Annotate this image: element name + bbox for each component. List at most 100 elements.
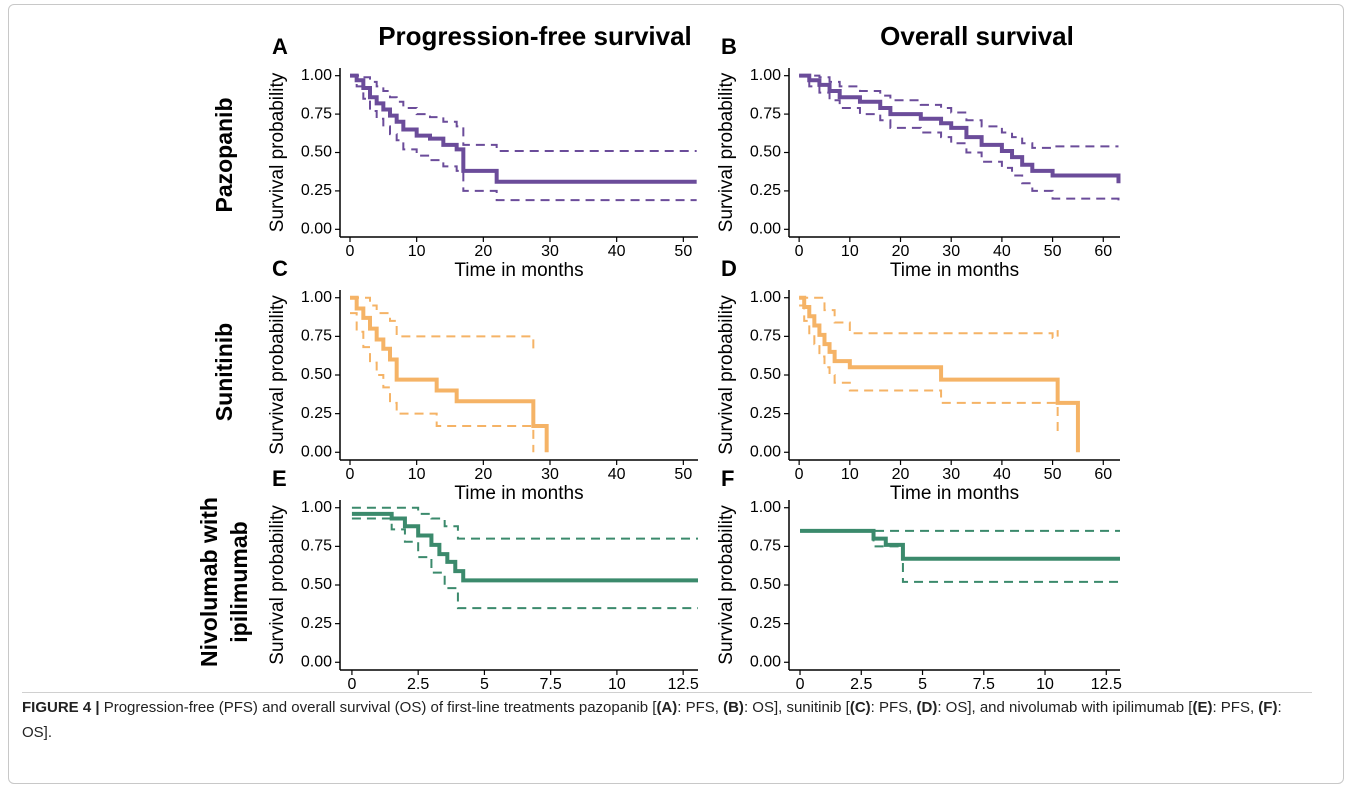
y-tick-label: 0.25 xyxy=(301,405,332,422)
survival-curve xyxy=(350,73,697,184)
confidence-band xyxy=(799,304,1059,434)
survival-curve xyxy=(799,295,1080,453)
y-tick-label: 0.25 xyxy=(750,182,781,199)
survival-curve xyxy=(799,73,1121,184)
x-tick-label: 40 xyxy=(608,243,626,260)
x-tick-label: 10 xyxy=(841,466,859,483)
y-tick-label: 1.00 xyxy=(750,289,781,306)
panel-label: C xyxy=(272,256,288,281)
x-tick-label: 7.5 xyxy=(973,676,995,690)
x-tick-label: 60 xyxy=(1094,466,1112,483)
x-tick-label: 10 xyxy=(408,466,426,483)
x-tick-label: 0 xyxy=(346,466,355,483)
panel-label: A xyxy=(272,34,288,59)
x-tick-label: 20 xyxy=(474,243,492,260)
column-title: Progression-free survival xyxy=(378,21,692,51)
confidence-band xyxy=(351,517,698,610)
x-tick-label: 2.5 xyxy=(850,676,872,690)
caption-emphasis: FIGURE 4 | xyxy=(22,699,100,716)
x-tick-label: 30 xyxy=(942,243,960,260)
y-tick-label: 0.00 xyxy=(301,221,332,238)
y-tick-label: 0.50 xyxy=(301,144,332,161)
x-tick-label: 40 xyxy=(608,466,626,483)
caption-emphasis: (B) xyxy=(723,699,744,716)
row-title: Nivolumab with xyxy=(196,497,222,667)
x-tick-label: 30 xyxy=(942,466,960,483)
confidence-band xyxy=(350,312,535,453)
row-title: Pazopanib xyxy=(211,97,237,212)
survival-curve xyxy=(350,295,549,453)
y-tick-label: 0.75 xyxy=(301,538,332,555)
x-tick-label: 0 xyxy=(796,676,805,690)
x-tick-label: 40 xyxy=(993,466,1011,483)
caption-text: : PFS, xyxy=(870,699,917,716)
survival-curve xyxy=(800,528,1120,561)
y-tick-label: 1.00 xyxy=(301,499,332,516)
x-tick-label: 10 xyxy=(608,676,626,690)
caption-text: : OS], sunitinib [ xyxy=(743,699,850,716)
x-tick-label: 50 xyxy=(674,243,692,260)
confidence-band xyxy=(799,74,1119,149)
y-tick-label: 0.75 xyxy=(750,538,781,555)
y-tick-label: 0.75 xyxy=(301,105,332,122)
x-axis-title: Time in months xyxy=(454,260,583,281)
x-tick-label: 0 xyxy=(347,676,356,690)
x-tick-label: 0 xyxy=(346,243,355,260)
x-tick-label: 50 xyxy=(1044,243,1062,260)
caption-emphasis: (A) xyxy=(656,699,678,716)
x-tick-label: 20 xyxy=(892,466,910,483)
y-axis-title: Survival probability xyxy=(716,72,737,232)
x-tick-label: 0 xyxy=(795,466,804,483)
caption-emphasis: (D) xyxy=(916,699,938,716)
x-tick-label: 20 xyxy=(892,243,910,260)
x-tick-label: 10 xyxy=(841,243,859,260)
confidence-band xyxy=(350,296,535,352)
x-axis-title: Time in months xyxy=(890,483,1019,504)
x-axis-title: Time in months xyxy=(454,483,583,504)
y-axis-title: Survival probability xyxy=(267,505,288,665)
chart-grid: Progression-free survival Overall surviva… xyxy=(196,21,1122,690)
y-tick-label: 0.50 xyxy=(750,576,781,593)
caption-emphasis: (C) xyxy=(849,699,871,716)
y-tick-label: 0.25 xyxy=(301,182,332,199)
y-tick-label: 0.25 xyxy=(301,615,332,632)
caption-text: : PFS, xyxy=(677,699,724,716)
x-tick-label: 2.5 xyxy=(407,676,429,690)
x-tick-label: 12.5 xyxy=(668,676,699,690)
y-tick-label: 0.50 xyxy=(750,366,781,383)
x-tick-label: 20 xyxy=(474,466,492,483)
y-tick-label: 0.00 xyxy=(301,653,332,670)
y-tick-label: 1.00 xyxy=(301,289,332,306)
panel-label: B xyxy=(721,34,737,59)
confidence-band xyxy=(799,74,1120,204)
x-tick-label: 50 xyxy=(1044,466,1062,483)
y-tick-label: 0.50 xyxy=(750,144,781,161)
caption-text: Progression-free (PFS) and overall survi… xyxy=(99,699,657,716)
y-tick-label: 1.00 xyxy=(301,67,332,84)
y-tick-label: 0.75 xyxy=(750,105,781,122)
caption-text: : OS], and nivolumab with ipilimumab [ xyxy=(937,699,1193,716)
x-tick-label: 5 xyxy=(480,676,489,690)
row-title: ipilimumab xyxy=(226,521,252,642)
y-tick-label: 1.00 xyxy=(750,67,781,84)
column-title: Overall survival xyxy=(880,21,1074,51)
y-tick-label: 0.00 xyxy=(750,443,781,460)
y-tick-label: 0.00 xyxy=(750,221,781,238)
figure-frame xyxy=(8,4,1344,784)
x-axis-title: Time in months xyxy=(890,260,1019,281)
panel-label: D xyxy=(721,256,737,281)
confidence-band xyxy=(350,74,697,152)
y-axis-title: Survival probability xyxy=(267,295,288,455)
y-axis-title: Survival probability xyxy=(716,505,737,665)
caption-text: : OS]. xyxy=(22,699,1286,741)
x-tick-label: 60 xyxy=(1094,243,1112,260)
x-tick-label: 10 xyxy=(408,243,426,260)
y-tick-label: 0.25 xyxy=(750,615,781,632)
x-tick-label: 12.5 xyxy=(1091,676,1122,690)
y-tick-label: 1.00 xyxy=(750,499,781,516)
confidence-band xyxy=(351,506,698,540)
y-tick-label: 0.50 xyxy=(301,366,332,383)
panel-label: E xyxy=(272,466,287,491)
x-tick-label: 0 xyxy=(795,243,804,260)
